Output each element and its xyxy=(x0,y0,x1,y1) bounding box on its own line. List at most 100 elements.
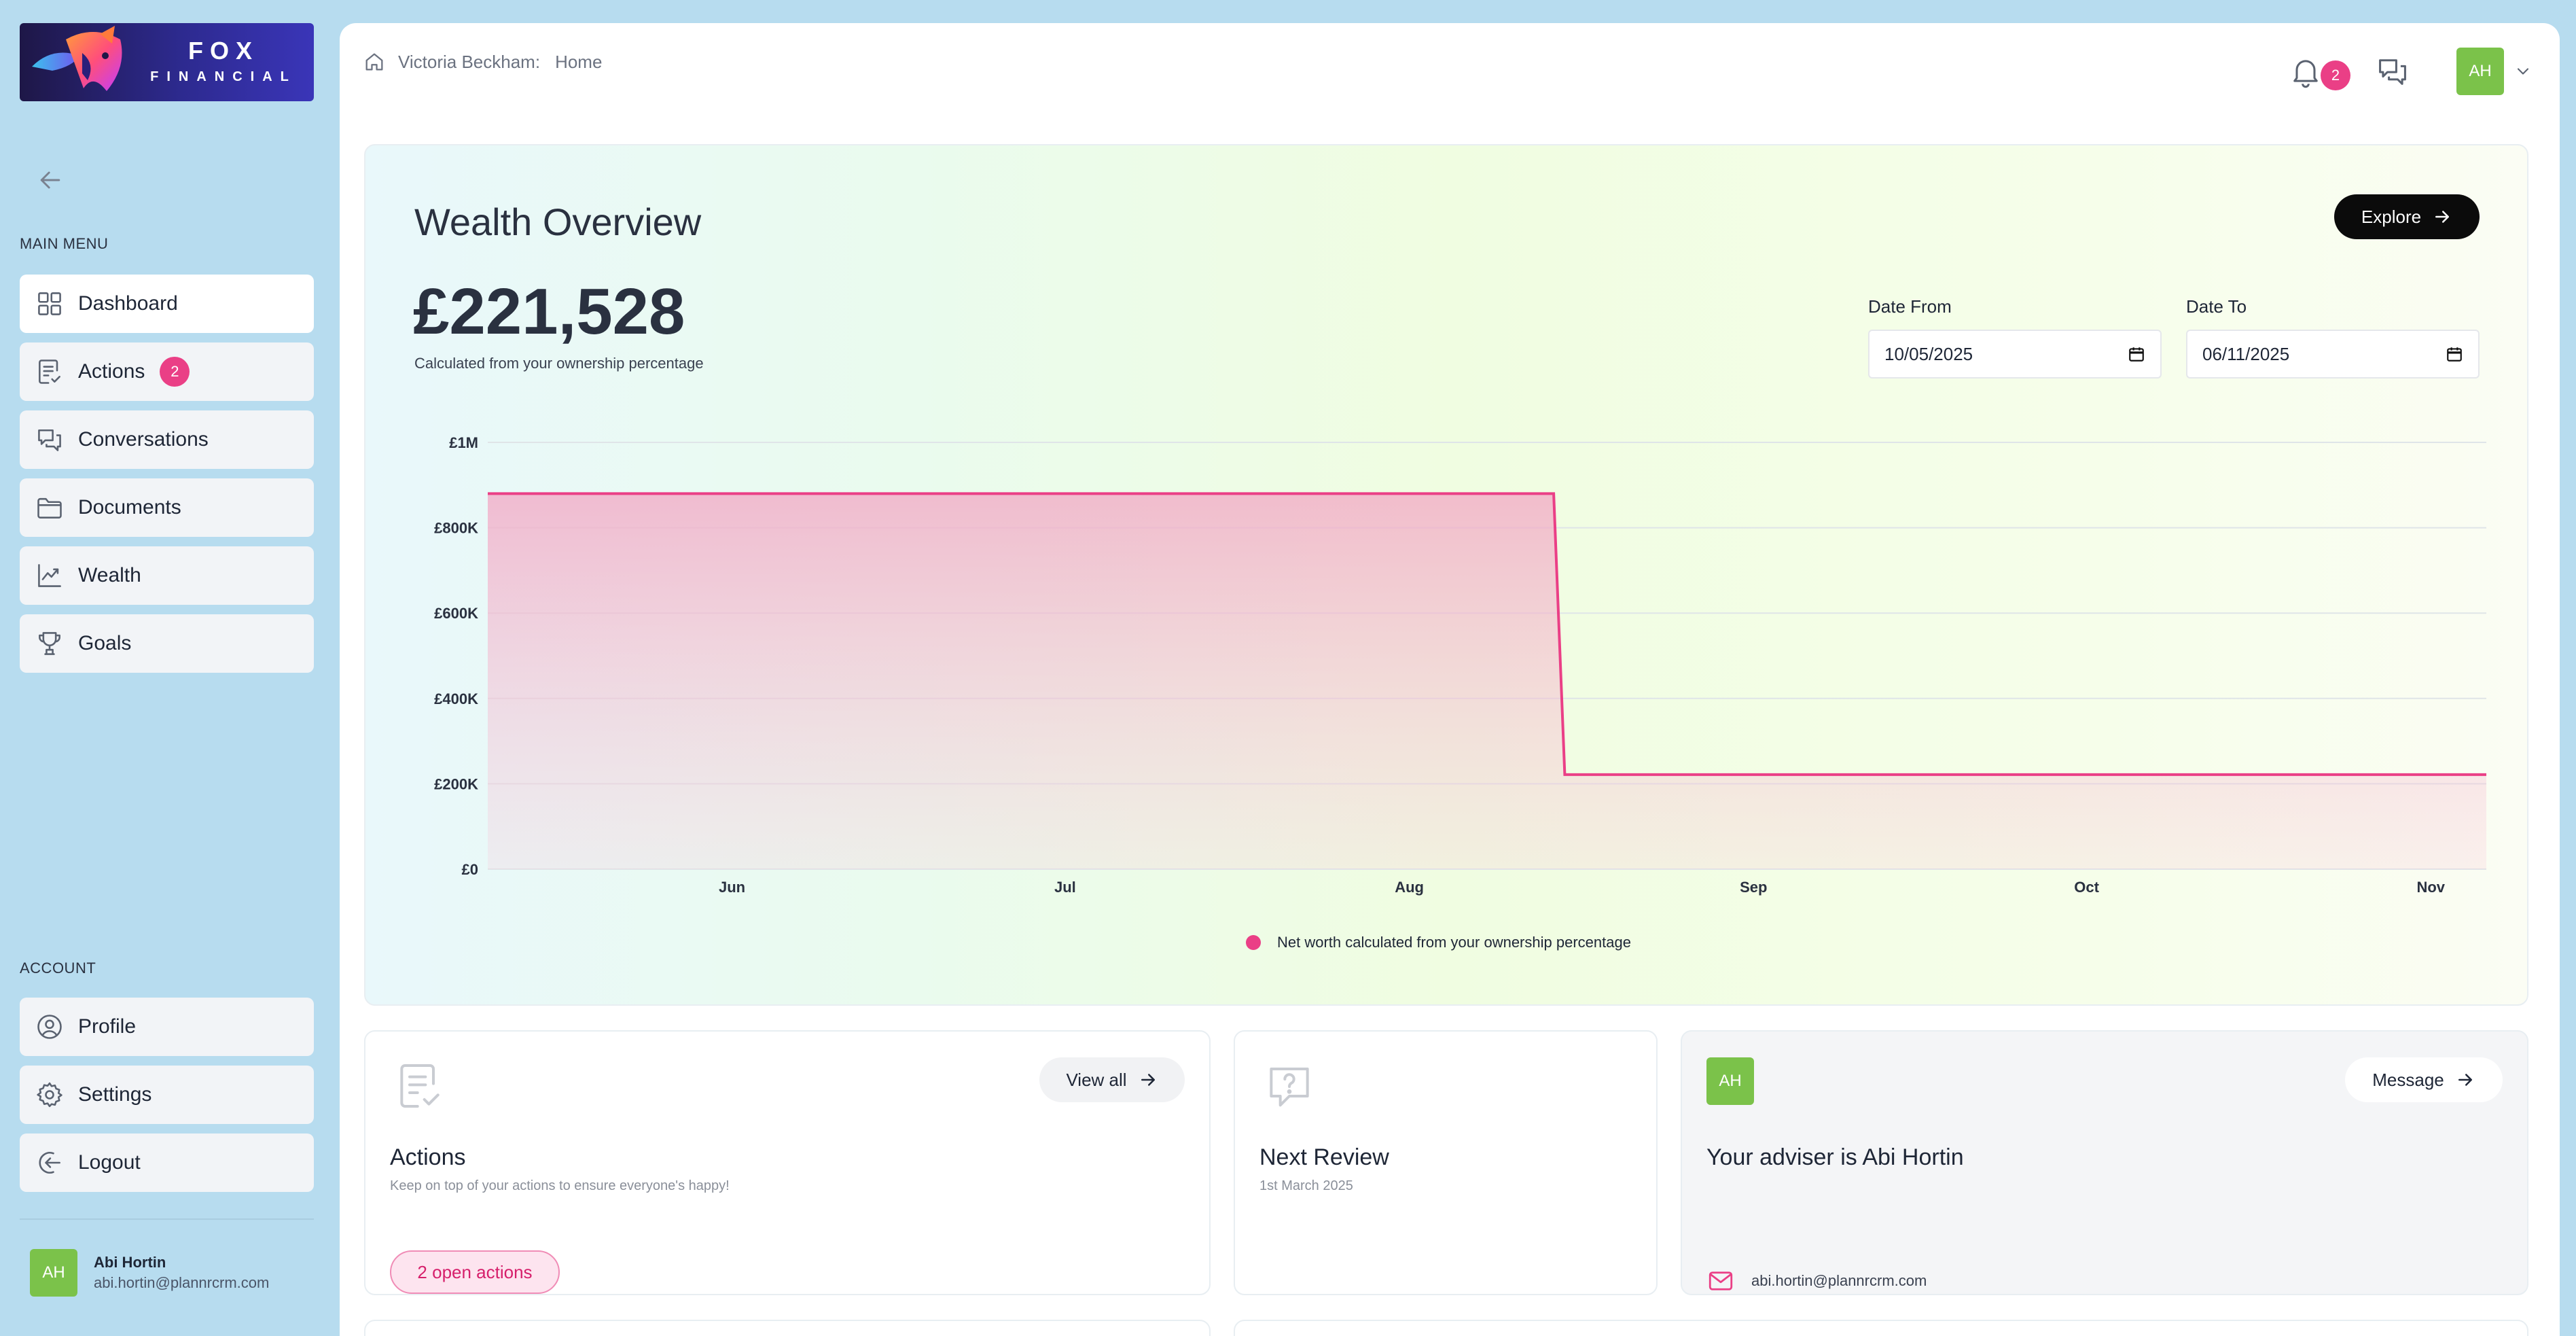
home-icon[interactable] xyxy=(363,50,386,73)
sidebar-item-wealth[interactable]: Wealth xyxy=(20,546,314,605)
logout-icon xyxy=(39,1152,60,1174)
avatar: AH xyxy=(30,1249,77,1297)
header-avatar[interactable]: AH xyxy=(2456,48,2504,95)
message-adviser-button[interactable]: Message xyxy=(2345,1057,2503,1102)
question-bubble-icon xyxy=(1270,1068,1309,1107)
actions-card: View all Actions Keep on top of your act… xyxy=(364,1030,1211,1295)
calendar-icon[interactable] xyxy=(2128,345,2145,363)
y-tick-label: £800K xyxy=(434,520,478,537)
arrow-right-icon xyxy=(1141,1074,1155,1086)
sidebar-item-label: Dashboard xyxy=(78,292,178,315)
sidebar-item-label: Actions xyxy=(78,360,145,383)
grid-icon xyxy=(38,292,61,315)
sidebar-item-label: Profile xyxy=(78,1015,137,1038)
breadcrumb: Victoria Beckham: Home xyxy=(363,50,602,73)
sidebar-item-documents[interactable]: Documents xyxy=(20,478,314,537)
clipboard-check-icon xyxy=(39,359,60,384)
main-panel: Victoria Beckham: Home 2 AH Wealth Overv… xyxy=(340,23,2560,1336)
lower-card-right xyxy=(1234,1320,2528,1336)
sidebar-item-label: Settings xyxy=(78,1083,152,1106)
chat-bubbles-icon xyxy=(38,429,61,451)
adviser-email-row[interactable]: abi.hortin@plannrcrm.com xyxy=(1706,1267,1927,1295)
chevron-down-icon[interactable] xyxy=(2514,62,2533,81)
date-from-label: Date From xyxy=(1868,296,1952,317)
sidebar-item-logout[interactable]: Logout xyxy=(20,1133,314,1192)
sidebar-item-label: Goals xyxy=(78,632,132,654)
gear-icon xyxy=(37,1082,62,1108)
wealth-title: Wealth Overview xyxy=(414,200,702,243)
mail-icon xyxy=(1709,1271,1733,1290)
sidebar-item-conversations[interactable]: Conversations xyxy=(20,410,314,469)
sidebar-item-actions[interactable]: Actions 2 xyxy=(20,342,314,401)
breadcrumb-client[interactable]: Victoria Beckham: xyxy=(398,51,541,72)
sidebar: FOX FINANCIAL MAIN MENU Dashboard Action… xyxy=(0,0,340,1336)
brand-subtitle: FINANCIAL xyxy=(150,69,297,84)
bell-icon xyxy=(2293,60,2318,88)
chart-legend: Net worth calculated from your ownership… xyxy=(1246,934,1631,951)
main-menu-label: MAIN MENU xyxy=(20,235,109,252)
back-arrow-icon[interactable] xyxy=(35,165,65,195)
date-to-input[interactable]: 06/11/2025 xyxy=(2186,330,2480,379)
chart-line-icon xyxy=(38,564,61,587)
open-actions-pill[interactable]: 2 open actions xyxy=(390,1250,560,1294)
view-all-label: View all xyxy=(1066,1069,1127,1090)
folder-icon xyxy=(37,497,62,518)
user-name: Abi Hortin xyxy=(94,1254,166,1271)
actions-card-title: Actions xyxy=(390,1144,466,1170)
calendar-icon[interactable] xyxy=(2446,345,2463,363)
y-tick-label: £200K xyxy=(434,775,478,792)
x-tick-label: Oct xyxy=(2074,879,2099,896)
sidebar-divider xyxy=(20,1218,314,1220)
header-actions: 2 AH xyxy=(2288,48,2533,95)
y-tick-label: £600K xyxy=(434,605,478,622)
adviser-title: Your adviser is Abi Hortin xyxy=(1706,1144,1964,1170)
sidebar-item-label: Wealth xyxy=(78,564,141,586)
x-tick-label: Jul xyxy=(1054,879,1076,896)
date-from-value: 10/05/2025 xyxy=(1884,343,1973,364)
lower-card-left xyxy=(364,1320,1211,1336)
x-tick-label: Jun xyxy=(719,879,745,896)
sidebar-item-profile[interactable]: Profile xyxy=(20,998,314,1056)
wealth-total: £221,528 xyxy=(413,275,685,348)
sidebar-item-goals[interactable]: Goals xyxy=(20,614,314,673)
current-user-card[interactable]: AH Abi Hortin abi.hortin@plannrcrm.com xyxy=(30,1248,269,1297)
messages-icon[interactable] xyxy=(2375,54,2410,89)
date-to-group: Date To 06/11/2025 xyxy=(2186,296,2480,379)
date-from-group: Date From 10/05/2025 xyxy=(1868,296,2162,379)
date-from-input[interactable]: 10/05/2025 xyxy=(1868,330,2162,379)
view-all-actions-button[interactable]: View all xyxy=(1039,1057,1185,1102)
adviser-avatar: AH xyxy=(1706,1057,1754,1105)
y-tick-label: £400K xyxy=(434,690,478,707)
sidebar-item-label: Logout xyxy=(78,1151,141,1174)
sidebar-item-label: Documents xyxy=(78,496,181,518)
date-to-value: 06/11/2025 xyxy=(2202,343,2290,364)
x-tick-label: Nov xyxy=(2416,879,2445,896)
user-circle-icon xyxy=(37,1015,62,1039)
adviser-card: AH Message Your adviser is Abi Hortin ab… xyxy=(1681,1030,2528,1295)
x-tick-label: Sep xyxy=(1740,879,1767,896)
brand-name: FOX xyxy=(187,37,259,65)
date-to-label: Date To xyxy=(2186,296,2247,317)
wealth-caption: Calculated from your ownership percentag… xyxy=(414,355,704,372)
series-line xyxy=(488,492,2486,776)
sidebar-item-dashboard[interactable]: Dashboard xyxy=(20,275,314,333)
sidebar-item-settings[interactable]: Settings xyxy=(20,1066,314,1124)
next-review-date: 1st March 2025 xyxy=(1259,1178,1353,1193)
notifications-button[interactable]: 2 xyxy=(2288,54,2350,90)
legend-label: Net worth calculated from your ownership… xyxy=(1277,934,1631,951)
message-button-label: Message xyxy=(2372,1069,2444,1090)
sidebar-item-label: Conversations xyxy=(78,428,209,451)
explore-button-label: Explore xyxy=(2361,206,2422,227)
notification-count-badge: 2 xyxy=(2321,60,2350,90)
breadcrumb-current: Home xyxy=(555,51,603,72)
wealth-overview-card: Wealth Overview £221,528 Calculated from… xyxy=(364,144,2528,1006)
brand-logo[interactable]: FOX FINANCIAL xyxy=(20,23,314,101)
y-tick-label: £1M xyxy=(449,434,478,451)
arrow-right-icon xyxy=(2435,211,2450,223)
actions-card-subtitle: Keep on top of your actions to ensure ev… xyxy=(390,1178,730,1193)
series-area xyxy=(488,493,2486,869)
clipboard-check-icon xyxy=(400,1064,440,1108)
adviser-email: abi.hortin@plannrcrm.com xyxy=(1751,1272,1927,1289)
account-label: ACCOUNT xyxy=(20,960,96,977)
explore-button[interactable]: Explore xyxy=(2334,194,2480,239)
